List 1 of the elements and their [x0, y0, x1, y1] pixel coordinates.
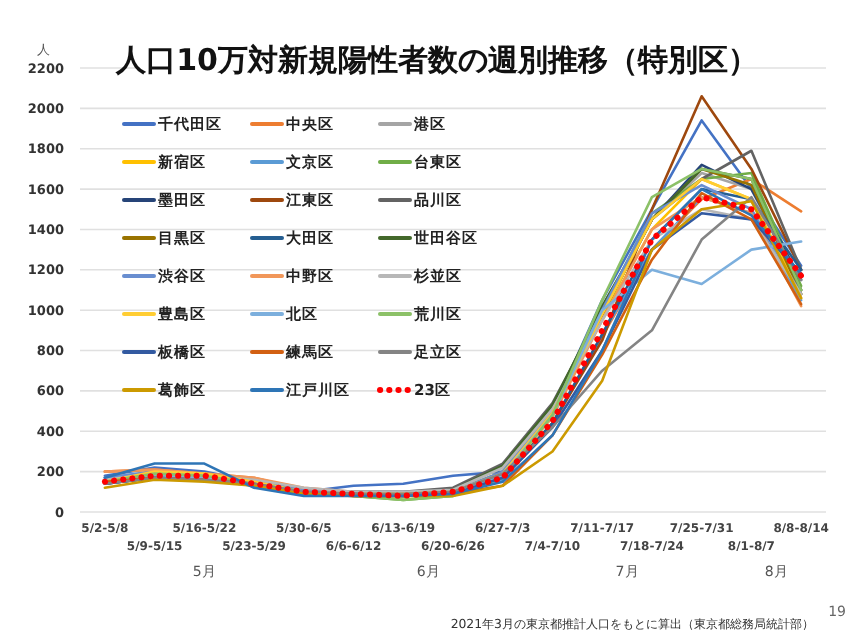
- chart-title: 人口10万対新規陽性者数の週別推移（特別区）: [114, 42, 758, 78]
